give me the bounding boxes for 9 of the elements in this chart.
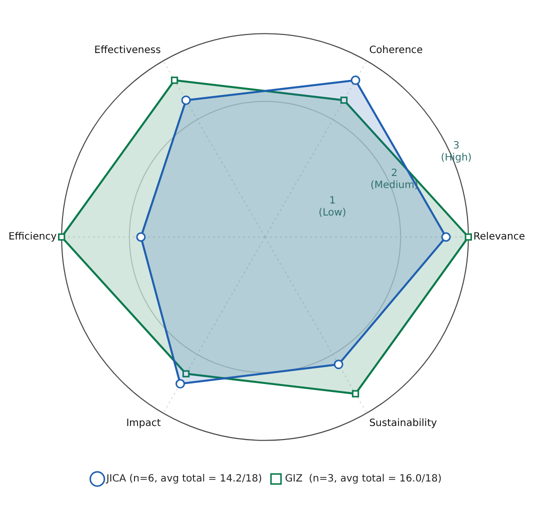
spoke-label: Efficiency	[8, 232, 57, 243]
spoke-label: Coherence	[369, 45, 423, 56]
spoke-label: Impact	[126, 418, 161, 430]
y-tick-label: 1 (Low)	[318, 196, 346, 219]
legend-label: JICA (n=6, avg total = 14.2/18)	[105, 474, 262, 485]
spoke-label: Relevance	[473, 232, 526, 243]
legend-label: GIZ (n=3, avg total = 16.0/18)	[284, 474, 442, 485]
spoke-label: Sustainability	[369, 418, 437, 430]
spoke-label: Effectiveness	[94, 45, 161, 56]
